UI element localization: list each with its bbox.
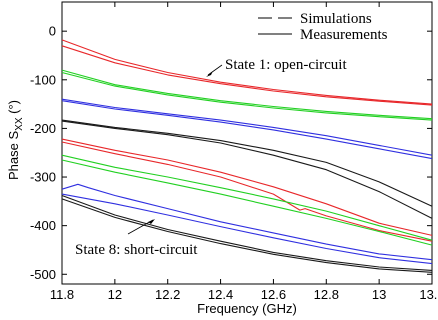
series-layer: [61, 39, 433, 273]
legend-simulations-label: Simulations: [300, 11, 372, 27]
y-tick-label: 0: [49, 24, 56, 39]
series-line-5: [61, 98, 433, 156]
y-tick-label: -400: [30, 218, 56, 233]
y-axis-label-sub: XX: [14, 117, 25, 131]
annotation-state8-arrowhead: [148, 219, 155, 224]
y-axis-label-main: Phase S: [6, 131, 21, 180]
annotation-state1-label: State 1: open-circuit: [225, 57, 347, 73]
annotation-state8-label: State 8: short-circuit: [75, 242, 198, 258]
x-tick-label: 12.2: [155, 287, 180, 302]
y-axis-label-unit: (°): [6, 100, 21, 117]
series-line-1: [61, 39, 433, 105]
y-tick-label: -500: [30, 267, 56, 282]
series-line-11: [61, 154, 433, 241]
legend-measurements-label: Measurements: [300, 27, 388, 43]
x-tick-label: 12.6: [261, 287, 286, 302]
series-line-13: [61, 183, 433, 261]
series-line-14: [61, 193, 433, 265]
x-tick-label: 12: [108, 287, 122, 302]
y-tick-label: -100: [30, 72, 56, 87]
annotation-state8: State 8: short-circuit: [75, 219, 198, 258]
series-line-9: [61, 138, 433, 236]
series-line-2: [61, 45, 433, 106]
series-line-10: [61, 141, 433, 242]
ticks-layer: 11.8 12 12.2 12.4 12.6 12.8 13 13.2 0 -100 -200 -30…: [30, 2, 438, 302]
x-tick-label: 12.4: [208, 287, 233, 302]
x-tick-label: 13.2: [419, 287, 438, 302]
annotation-state1-arrowhead: [206, 71, 213, 77]
x-tick-label: 11.8: [50, 287, 74, 302]
series-line-8: [61, 120, 433, 219]
series-line-4: [61, 71, 433, 121]
series-line-7: [61, 119, 433, 207]
y-tick-label: -300: [30, 170, 56, 185]
series-line-15: [61, 194, 433, 271]
series-line-3: [61, 69, 433, 120]
series-line-6: [61, 100, 433, 160]
legend: Simulations Measurements: [258, 11, 388, 43]
y-tick-label: -200: [30, 121, 56, 136]
plot-frame: [61, 1, 433, 285]
series-line-12: [61, 159, 433, 246]
y-axis-label: Phase SXX (°): [6, 100, 25, 180]
x-tick-label: 12.8: [314, 287, 339, 302]
series-line-16: [61, 198, 433, 273]
annotation-state1: State 1: open-circuit: [206, 57, 347, 77]
x-axis-label: Frequency (GHz): [197, 301, 297, 316]
x-tick-label: 13: [372, 287, 386, 302]
